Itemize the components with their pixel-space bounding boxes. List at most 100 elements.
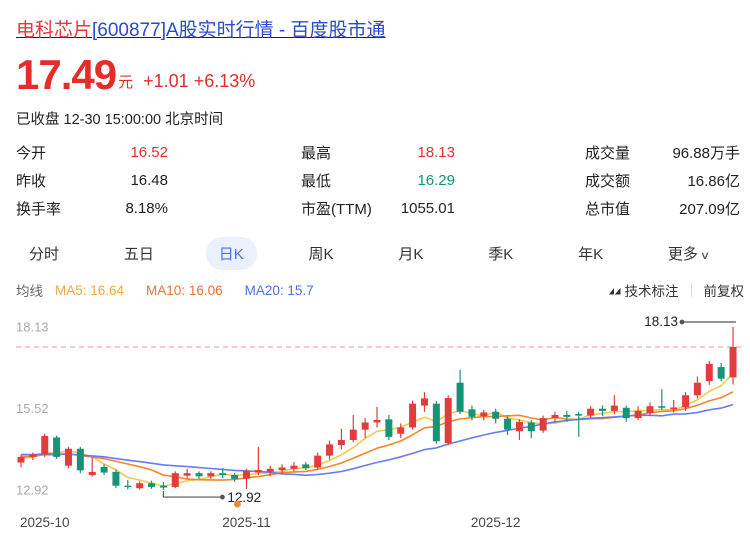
candle[interactable]: [242, 468, 250, 490]
x-axis-label: 2025-10: [20, 515, 70, 530]
tab-年K[interactable]: 年K: [565, 237, 616, 270]
candle[interactable]: [492, 408, 500, 424]
price-unit: 元: [118, 74, 134, 91]
candle[interactable]: [100, 464, 108, 476]
candle[interactable]: [409, 400, 417, 430]
stats-column-3: 成交量 96.88万手 成交额 16.86亿 总市值 207.09亿: [585, 138, 740, 222]
candle[interactable]: [183, 468, 191, 479]
tab-季K[interactable]: 季K: [475, 237, 526, 270]
candle[interactable]: [195, 471, 203, 479]
candle[interactable]: [266, 465, 274, 477]
candle[interactable]: [278, 464, 286, 474]
candlestick-chart[interactable]: 18.13 15.52 12.92 2025-10 2025-11 2025-12 18.1…: [0, 305, 750, 543]
candle[interactable]: [171, 471, 179, 489]
price-change: +1.01 +6.13%: [143, 71, 256, 91]
candle[interactable]: [231, 473, 239, 482]
candle[interactable]: [729, 327, 737, 385]
stat-value: 8.18%: [125, 199, 168, 217]
stat-value: 96.88万手: [672, 144, 740, 162]
tab-周K[interactable]: 周K: [296, 237, 347, 270]
candle[interactable]: [717, 362, 725, 382]
candle[interactable]: [64, 446, 72, 469]
candle[interactable]: [302, 461, 310, 471]
candle[interactable]: [397, 423, 405, 439]
tool-前复权[interactable]: 前复权: [704, 280, 745, 300]
tab-label: 日K: [218, 245, 244, 263]
tab-label: 更多: [667, 245, 698, 263]
low-marker-dot: [234, 500, 241, 508]
stat-value: 16.29: [417, 171, 455, 189]
ma-legend: MA5: 16.64 MA10: 16.06 MA20: 15.7: [55, 283, 336, 298]
candle[interactable]: [290, 461, 298, 472]
market-status-line: 已收盘 12-30 15:00:00 北京时间: [16, 112, 224, 128]
y-axis-label: 12.92: [16, 483, 49, 498]
candle[interactable]: [670, 399, 678, 413]
candle[interactable]: [610, 395, 618, 415]
candle[interactable]: [385, 414, 393, 440]
stock-title-link[interactable]: 电科芯片[600877]A股实时行情 - 百度股市通: [16, 20, 386, 41]
ma-legend-item: MA20: 15.7: [244, 282, 314, 298]
tool-技术标注[interactable]: 技术标注: [608, 280, 679, 300]
candle[interactable]: [41, 433, 49, 457]
stat-value: 1055.01: [400, 199, 455, 217]
candle[interactable]: [17, 454, 25, 468]
candle[interactable]: [598, 405, 606, 417]
candle[interactable]: [219, 468, 227, 479]
tab-五日[interactable]: 五日: [111, 237, 167, 270]
candle[interactable]: [349, 414, 357, 443]
stat-label: 总市值: [585, 200, 631, 218]
candle[interactable]: [551, 411, 559, 423]
candle[interactable]: [634, 406, 642, 421]
ma-bar: 均线 MA5: 16.64 MA10: 16.06 MA20: 15.7 技术标注 前…: [16, 280, 745, 300]
candle[interactable]: [682, 392, 690, 411]
candle[interactable]: [124, 480, 132, 490]
tab-月K[interactable]: 月K: [385, 237, 436, 270]
ma-legend-item: MA5: 16.64: [55, 282, 125, 298]
stat-value: 207.09亿: [679, 200, 740, 218]
candle[interactable]: [456, 369, 464, 415]
candle[interactable]: [76, 446, 84, 474]
candle[interactable]: [373, 406, 381, 428]
candle[interactable]: [420, 392, 428, 412]
page-title: 电科芯片[600877]A股实时行情 - 百度股市通: [16, 15, 386, 42]
candle[interactable]: [326, 440, 334, 460]
candle[interactable]: [658, 388, 666, 410]
candle[interactable]: [622, 405, 630, 422]
candle[interactable]: [444, 395, 452, 446]
candle[interactable]: [587, 406, 595, 419]
candle[interactable]: [515, 419, 523, 440]
candle[interactable]: [527, 420, 535, 439]
candle[interactable]: [575, 411, 583, 437]
stat-label: 最高: [301, 144, 332, 162]
tab-日K[interactable]: 日K: [205, 236, 257, 270]
candle[interactable]: [539, 415, 547, 433]
candle[interactable]: [159, 481, 167, 491]
stat-label: 成交额: [585, 172, 631, 190]
tab-更多[interactable]: 更多 ∨: [655, 237, 722, 270]
candle[interactable]: [480, 409, 488, 421]
chevron-down-icon: ∨: [699, 249, 711, 262]
candle[interactable]: [705, 360, 713, 385]
candle[interactable]: [53, 435, 61, 459]
candle[interactable]: [468, 405, 476, 421]
candle[interactable]: [254, 446, 262, 476]
tool-label: 前复权: [703, 284, 745, 299]
candle[interactable]: [112, 469, 120, 489]
stats-column-1: 今开 16.52 昨收 16.48 换手率 8.18%: [16, 138, 168, 222]
candle[interactable]: [337, 428, 345, 450]
candle[interactable]: [207, 471, 215, 479]
low-annotation-label: 12.92: [227, 490, 261, 505]
candle[interactable]: [504, 415, 512, 435]
candle[interactable]: [29, 452, 37, 461]
tab-分时[interactable]: 分时: [16, 237, 72, 270]
candle[interactable]: [136, 481, 144, 490]
candle[interactable]: [314, 452, 322, 470]
candle[interactable]: [693, 376, 701, 399]
candle[interactable]: [148, 480, 156, 489]
high-annotation-label: 18.13: [644, 314, 678, 329]
candle[interactable]: [361, 418, 369, 439]
candle[interactable]: [432, 401, 440, 444]
candle[interactable]: [646, 402, 654, 417]
candle[interactable]: [563, 410, 571, 422]
candle[interactable]: [88, 457, 96, 477]
